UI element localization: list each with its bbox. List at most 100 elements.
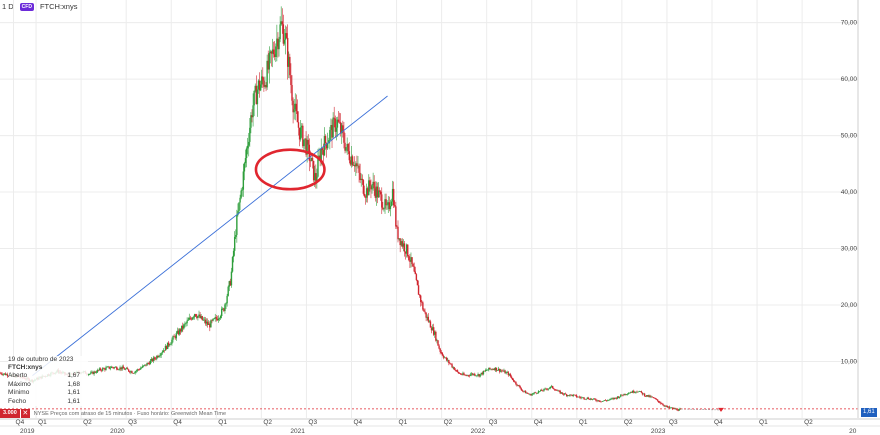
candle-body bbox=[594, 398, 596, 400]
candle-body bbox=[437, 340, 439, 346]
candle-body bbox=[675, 408, 677, 410]
candle-body bbox=[457, 371, 460, 374]
candle-body bbox=[180, 325, 183, 332]
candle-body bbox=[256, 89, 259, 105]
candle-body bbox=[477, 374, 479, 376]
candle-body bbox=[611, 398, 613, 399]
candle-body bbox=[137, 369, 140, 370]
candle-body bbox=[408, 256, 410, 260]
candle-body bbox=[378, 190, 381, 192]
candle-body bbox=[414, 271, 417, 275]
x-tick-label: Q1 bbox=[399, 419, 408, 426]
candle-body bbox=[315, 173, 317, 182]
candle-body bbox=[376, 186, 379, 198]
volume-label[interactable]: 3.000 bbox=[0, 409, 20, 418]
candle-body bbox=[139, 368, 142, 370]
candle-body bbox=[282, 24, 285, 44]
candle-body bbox=[462, 373, 464, 375]
candle-body bbox=[435, 331, 437, 341]
candle-body bbox=[438, 345, 440, 349]
candle-body bbox=[427, 316, 429, 322]
y-tick-label: 70,00 bbox=[841, 20, 858, 27]
candle-body bbox=[292, 100, 294, 113]
candle-body bbox=[455, 370, 458, 371]
candle-body bbox=[463, 373, 465, 375]
candle-body bbox=[123, 368, 126, 370]
candle-body bbox=[193, 314, 196, 317]
candle-body bbox=[580, 397, 582, 399]
candle-body bbox=[377, 190, 380, 198]
candle-body bbox=[677, 410, 679, 411]
candle-body bbox=[336, 119, 339, 128]
candle-body bbox=[491, 369, 493, 370]
candle-body bbox=[239, 197, 241, 203]
candle-body bbox=[521, 390, 524, 391]
candle-body bbox=[145, 364, 147, 366]
candle-body bbox=[173, 336, 175, 337]
candle-body bbox=[225, 303, 227, 305]
candle-body bbox=[250, 115, 252, 128]
candle-body bbox=[514, 381, 516, 383]
candle-body bbox=[138, 369, 141, 371]
candle-body bbox=[394, 205, 396, 207]
candle-body bbox=[320, 148, 322, 161]
candle-body bbox=[155, 358, 157, 360]
candle-body bbox=[208, 323, 210, 325]
candle-body bbox=[461, 374, 463, 375]
candle-body bbox=[585, 398, 587, 400]
candle-body bbox=[450, 363, 452, 365]
candle-body bbox=[95, 372, 97, 374]
candle-body bbox=[583, 397, 585, 399]
candle-body bbox=[252, 105, 254, 118]
candle-body bbox=[229, 281, 232, 286]
candle-body bbox=[267, 60, 269, 70]
candle-body bbox=[162, 350, 165, 353]
symbol-label[interactable]: FTCH:xnys bbox=[39, 2, 78, 11]
candle-body bbox=[492, 369, 494, 370]
chart-header: 1 D CFD FTCH:xnys bbox=[2, 2, 77, 11]
candle-body bbox=[122, 366, 124, 369]
candle-body bbox=[647, 395, 649, 397]
candle-body bbox=[448, 360, 450, 363]
candle-body bbox=[303, 139, 305, 147]
candle-body bbox=[365, 188, 368, 198]
y-tick-label: 30,00 bbox=[841, 246, 858, 253]
candle-body bbox=[381, 194, 383, 208]
candle-body bbox=[574, 394, 577, 396]
candle-body bbox=[310, 157, 313, 162]
candle-body bbox=[158, 356, 160, 358]
candle-body bbox=[657, 400, 660, 403]
candle-body bbox=[261, 76, 263, 85]
candle-body bbox=[237, 211, 239, 215]
candle-body bbox=[253, 90, 255, 106]
candle-body bbox=[265, 85, 267, 88]
x-tick-label: Q3 bbox=[128, 419, 137, 426]
candle-body bbox=[588, 399, 591, 400]
candle-body bbox=[603, 400, 606, 401]
candle-body bbox=[666, 405, 668, 408]
candle-body bbox=[638, 391, 640, 392]
candle-body bbox=[346, 143, 348, 148]
x-tick-label: Q4 bbox=[173, 419, 182, 426]
candle-body bbox=[538, 391, 541, 392]
candle-body bbox=[147, 363, 149, 364]
candle-body bbox=[324, 136, 327, 144]
candle-body bbox=[460, 373, 462, 375]
candle-body bbox=[275, 46, 277, 57]
candle-body bbox=[546, 389, 548, 390]
candle-body bbox=[151, 358, 154, 362]
candle-body bbox=[389, 205, 392, 210]
candle-body bbox=[109, 368, 112, 369]
candle-body bbox=[350, 156, 353, 165]
x-tick-label: Q2 bbox=[624, 419, 633, 426]
close-icon[interactable]: ✕ bbox=[20, 409, 30, 418]
y-tick-label: 20,00 bbox=[841, 302, 858, 309]
candle-body bbox=[475, 375, 477, 377]
candle-body bbox=[400, 241, 402, 246]
candle-body bbox=[536, 392, 539, 394]
info-value-close: 1,61 bbox=[67, 397, 80, 405]
interval-label[interactable]: 1 D bbox=[2, 2, 14, 11]
candle-body bbox=[547, 388, 550, 390]
candle-body bbox=[240, 190, 242, 198]
